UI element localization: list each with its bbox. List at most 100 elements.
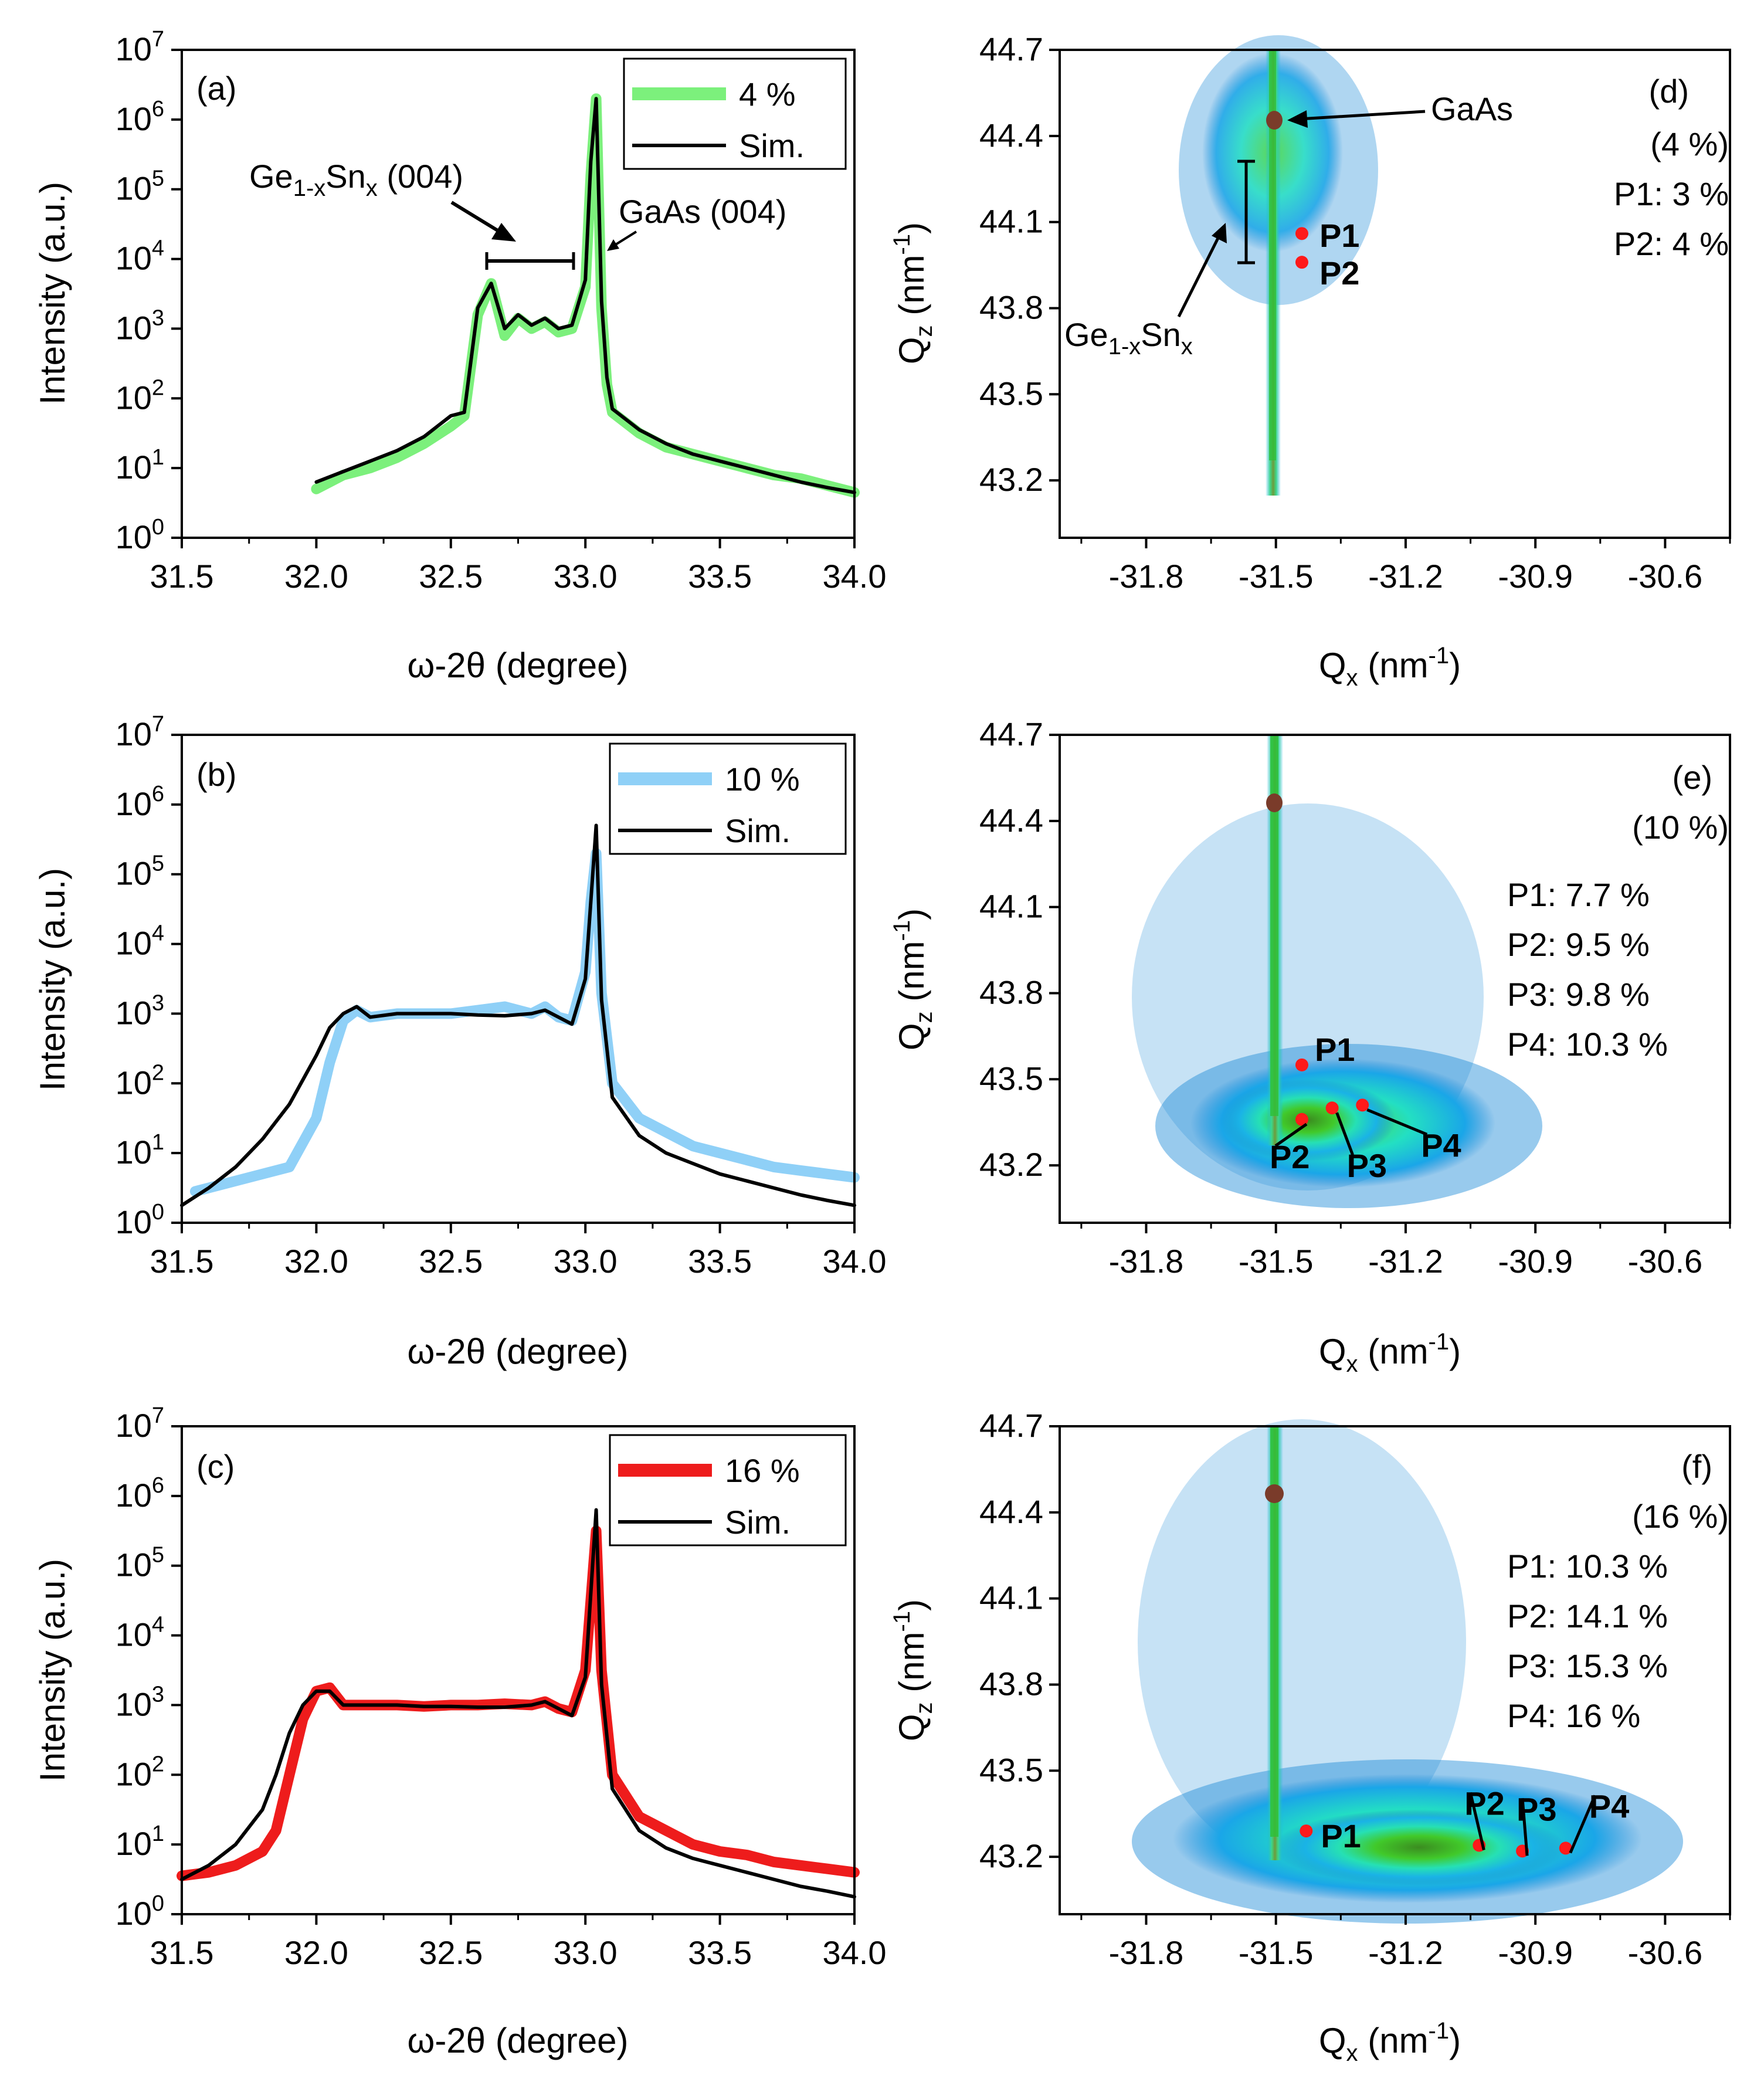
- x-tick-label: -31.5: [1239, 1243, 1314, 1280]
- layer-sub: 1-x: [293, 175, 326, 201]
- x-tick-label: 33.5: [688, 1934, 752, 1971]
- panel-b: 31.5 32.0 32.5 33.0 33.5 34.0 100 101 102 103 104 1…: [33, 712, 887, 1371]
- peak-label-p1: P1: [1321, 1817, 1361, 1854]
- y-tick-label: 43.2: [979, 461, 1043, 498]
- x-tick-label: -30.9: [1498, 1934, 1573, 1971]
- y-tick-label: 103: [116, 1682, 164, 1722]
- panel-c-series-sim: [180, 1508, 856, 1899]
- peak-label-p4: P4: [1421, 1127, 1461, 1164]
- panel-c-ticks: 31.5 32.0 32.5 33.0 33.5 34.0 100 101 102 103 104 1…: [116, 1403, 887, 1971]
- x-tick-label: 31.5: [150, 1243, 214, 1280]
- peak-arrow-p3: [1521, 1798, 1529, 1856]
- y-tick-label: 100: [116, 1891, 164, 1932]
- panel-c-legend: 16 % Sim.: [609, 1434, 847, 1546]
- panel-c-series-measured: [177, 1525, 860, 1881]
- panel-d-p1-label: P1: 3 %: [1614, 175, 1729, 212]
- x-tick-label: -30.9: [1498, 558, 1573, 595]
- y-tick-label: 101: [116, 1822, 164, 1862]
- x-tick-label: -31.2: [1368, 558, 1443, 595]
- panel-a-series: [311, 93, 860, 498]
- layer-sub2: x: [366, 175, 378, 201]
- panel-d-map: [1179, 35, 1378, 496]
- x-tick-label: -30.6: [1628, 1934, 1703, 1971]
- peak-marker-p1: [1295, 227, 1308, 240]
- y-tick-label: 44.4: [979, 117, 1043, 154]
- panel-a-label: (a): [196, 70, 236, 107]
- x-tick-label: 31.5: [150, 558, 214, 595]
- panel-f-p4-label: P4: 16 %: [1507, 1697, 1640, 1734]
- panel-c-series: [177, 1508, 860, 1899]
- y-tick-label: 44.7: [979, 715, 1043, 752]
- y-tick-label: 103: [116, 306, 164, 346]
- y-tick-label: 102: [116, 375, 164, 416]
- legend-label-sim: Sim.: [725, 1504, 791, 1541]
- panel-d-ticks: -31.8 -31.5 -31.2 -30.9 -30.6 43.2 43.5 43.8 44.…: [979, 30, 1731, 595]
- y-tick-label: 43.8: [979, 289, 1043, 325]
- x-tick-label: 31.5: [150, 1934, 214, 1971]
- panel-f-label: (f): [1681, 1448, 1712, 1485]
- peak-marker-p1: [1295, 1058, 1308, 1071]
- x-tick-label: 32.5: [419, 1243, 483, 1280]
- peak-label-p2: P2: [1464, 1785, 1505, 1822]
- panel-f-p1-label: P1: 10.3 %: [1507, 1548, 1668, 1585]
- panel-f-composition: (16 %): [1632, 1498, 1729, 1535]
- peak-marker-p4: [1559, 1841, 1572, 1855]
- panel-d-substrate-label: GaAs: [1431, 90, 1513, 127]
- panel-a-legend: 4 % Sim.: [623, 57, 847, 170]
- x-tick-label: 32.5: [419, 1934, 483, 1971]
- peak-label-p1: P1: [1319, 217, 1360, 254]
- y-tick-label: 43.8: [979, 1665, 1043, 1702]
- panel-c-xlabel: ω-2θ (degree): [407, 2021, 628, 2060]
- panel-e-composition: (10 %): [1632, 809, 1729, 846]
- x-tick-label: 33.0: [554, 558, 618, 595]
- panel-d-p2-label: P2: 4 %: [1614, 225, 1729, 262]
- panel-f-ticks: -31.8 -31.5 -31.2 -30.9 -30.6 43.2 43.5 43.8 44.…: [979, 1407, 1731, 1971]
- y-tick-label: 104: [116, 1613, 164, 1653]
- peak-arrow-p3: [1335, 1112, 1354, 1156]
- y-tick-label: 44.4: [979, 802, 1043, 839]
- panel-a-series-sim: [314, 97, 856, 494]
- peak-arrow-p2: [1468, 1792, 1485, 1851]
- y-tick-label: 104: [116, 236, 164, 277]
- y-tick-label: 104: [116, 921, 164, 962]
- y-tick-label: 44.7: [979, 1407, 1043, 1444]
- peak-label-p2: P2: [1270, 1138, 1310, 1175]
- panel-c-ylabel: Intensity (a.u.): [33, 1559, 72, 1782]
- x-tick-label: 33.5: [688, 558, 752, 595]
- peak-marker-p4: [1356, 1098, 1369, 1112]
- panel-f-xlabel: Qx (nm-1): [1319, 2018, 1461, 2066]
- peak-arrow-p4: [1569, 1795, 1597, 1854]
- y-tick-label: 43.5: [979, 375, 1043, 412]
- x-tick-label: 32.0: [284, 558, 348, 595]
- layer-ge: Ge: [249, 158, 293, 195]
- gesn-sub: 1-x: [1108, 334, 1141, 359]
- x-tick-label: 34.0: [823, 1243, 887, 1280]
- y-tick-label: 43.5: [979, 1751, 1043, 1788]
- x-tick-label: -31.2: [1368, 1243, 1443, 1280]
- panel-f-ylabel: Qz (nm-1): [889, 1599, 937, 1741]
- arrow-substrate-head: [607, 239, 619, 251]
- y-tick-label: 107: [116, 27, 164, 67]
- panel-f-p2-label: P2: 14.1 %: [1507, 1598, 1668, 1634]
- gesn-sub2: x: [1181, 334, 1193, 359]
- panel-e-map: [1132, 735, 1542, 1208]
- x-tick-label: -31.8: [1109, 1243, 1184, 1280]
- panel-b-legend: 10 % Sim.: [609, 742, 847, 855]
- svg-text:Ge1-xSnx (004): Ge1-xSnx (004): [249, 158, 463, 201]
- legend-label-4pct: 4 %: [739, 76, 796, 113]
- panel-e-frame: [1059, 734, 1731, 1224]
- panel-b-label: (b): [196, 756, 236, 793]
- y-tick-label: 105: [116, 167, 164, 207]
- panel-e-p1-label: P1: 7.7 %: [1507, 876, 1650, 913]
- peak-label-p4: P4: [1589, 1788, 1630, 1824]
- y-tick-label: 106: [116, 1473, 164, 1514]
- x-tick-label: 34.0: [823, 558, 887, 595]
- peak-marker-p2: [1295, 256, 1308, 269]
- panel-e-ylabel: Qz (nm-1): [889, 908, 937, 1050]
- panel-a-annotation-layer: Ge1-xSnx (004) GaAs (004): [249, 158, 786, 270]
